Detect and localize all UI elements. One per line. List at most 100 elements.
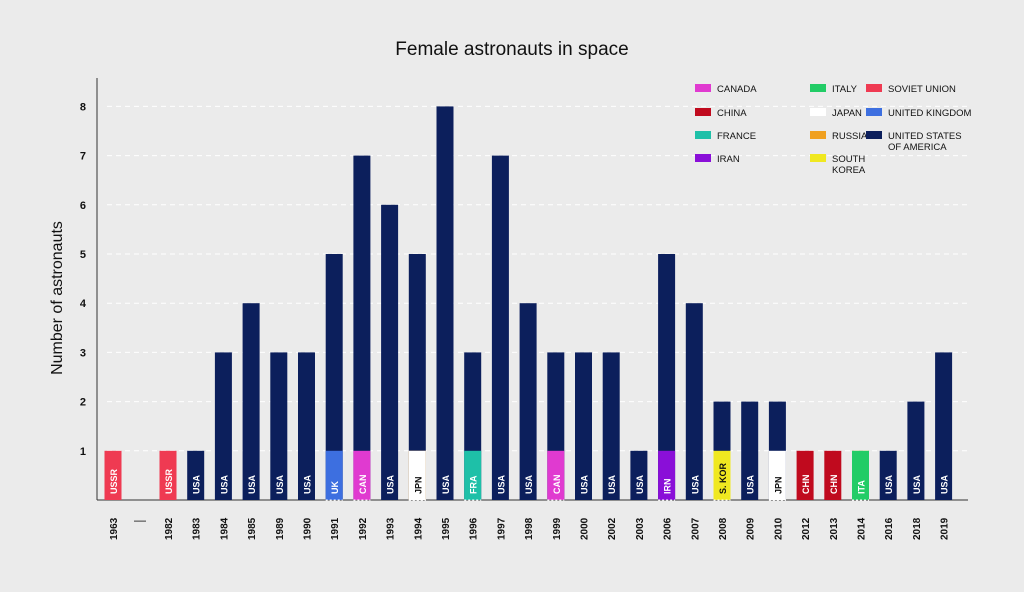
bar-segment-label: ITA [857, 480, 867, 494]
bar-segment-usa [658, 254, 676, 500]
bar-segment-soviet [104, 450, 122, 500]
bar-segment-soviet [159, 450, 177, 500]
x-tick-label: 1995 [441, 517, 452, 540]
legend-label-italy: ITALY [832, 84, 858, 95]
x-tick-label: 1993 [386, 517, 397, 540]
bar-segment-china [824, 450, 842, 500]
bar-segment-label: USA [441, 474, 451, 494]
bar-segment-usa [242, 303, 260, 500]
legend-label-japan: JAPAN [832, 108, 862, 119]
bar-segment-usa [491, 155, 509, 500]
bar-segment-label: CAN [358, 475, 368, 495]
legend-swatch-russia [810, 131, 826, 139]
x-tick-label: 2014 [857, 517, 868, 540]
legend-label-china: CHINA [717, 108, 747, 119]
x-tick-label: 1990 [303, 517, 314, 540]
bar-segment-label: JPN [413, 476, 423, 494]
x-tick-label: 1996 [469, 517, 480, 540]
bar-segment-label: USA [219, 474, 229, 494]
y-tick-label: 2 [80, 397, 86, 409]
y-axis-label: Number of astronauts [49, 221, 66, 375]
bar-segment-canada [547, 450, 565, 500]
legend-label-skorea: SOUTH [832, 154, 865, 165]
legend-label-usa: OF AMERICA [888, 142, 947, 153]
x-tick-label: 2008 [718, 517, 729, 540]
bar-segment-label: USA [275, 474, 285, 494]
bar-segment-label: S. KOR [718, 462, 728, 494]
bar-segment-label: FRA [469, 475, 479, 494]
legend-swatch-iran [695, 154, 711, 162]
bar-segment-japan [768, 450, 786, 500]
legend-label-france: FRANCE [717, 131, 756, 142]
legend-label-soviet: SOVIET UNION [888, 84, 956, 95]
x-tick-label: 1998 [524, 517, 535, 540]
bar-segment-label: JPN [773, 476, 783, 494]
bar-segment-label: USA [386, 474, 396, 494]
legend-label-usa: UNITED STATES [888, 131, 962, 142]
x-tick-label: 1982 [164, 517, 175, 540]
x-tick-label: 2013 [829, 517, 840, 540]
bar-segment-label: USA [940, 474, 950, 494]
x-tick-label: 1983 [192, 517, 203, 540]
bar-segment-usa [298, 352, 315, 500]
x-tick-label: 2000 [580, 517, 591, 540]
x-tick-label: 2007 [690, 517, 701, 540]
x-tick-label: 2002 [607, 517, 618, 540]
legend-label-iran: IRAN [717, 154, 740, 165]
bar-segment-usa [741, 401, 759, 500]
bar-segment-label: USA [496, 474, 506, 494]
bar-segment-usa [408, 254, 426, 500]
legend-swatch-france [695, 131, 711, 139]
bars: USSR USSR USA USA USA USA USA USA UK USA CAN USA USA… [104, 106, 953, 501]
bar-segment-usa [602, 352, 620, 500]
bar-segment-usa [519, 303, 537, 500]
x-tick-label: 2010 [773, 517, 784, 540]
bar-segment-label: CHN [829, 475, 839, 495]
bar-segment-usa [935, 352, 953, 500]
bar-segment-usa [879, 450, 897, 500]
bar-segment-skorea [713, 450, 731, 500]
x-tick-label: 2018 [912, 517, 923, 540]
bar-segment-label: USA [912, 474, 922, 494]
x-tick-label: 1992 [358, 517, 369, 540]
legend-swatch-japan [810, 108, 826, 116]
bar-segment-label: IRN [663, 479, 673, 495]
legend-swatch-uk [866, 108, 882, 116]
bar-segment-usa [270, 352, 288, 500]
bar-segment-japan [408, 450, 426, 500]
x-tick-label: 2019 [940, 517, 951, 540]
bar-segment-label: USA [635, 474, 645, 494]
x-tick-labels: 1963 1982 1983 1984 1985 1989 1990 1991 1992 1993… [109, 513, 951, 540]
bar-segment-label: USA [192, 474, 202, 494]
x-tick-label: 1985 [247, 517, 258, 540]
x-tick-label: 2012 [801, 517, 812, 540]
x-tick-label: 2016 [884, 517, 895, 540]
legend-label-skorea: KOREA [832, 165, 866, 176]
bar-segment-label: USA [524, 474, 534, 494]
bar-segment-label: USA [580, 474, 590, 494]
x-tick-label: 1994 [413, 517, 424, 540]
bar-segment-italy [852, 450, 869, 500]
legend-swatch-usa [866, 131, 882, 139]
x-tick-label: 1999 [552, 517, 563, 540]
axis-break-mark: — [134, 513, 146, 527]
bar-segment-uk [325, 450, 343, 500]
legend-label-russia: RUSSIA [832, 131, 868, 142]
bar-segment-usa [353, 155, 371, 500]
x-tick-label: 1997 [496, 517, 507, 540]
bar-segment-label: USA [247, 474, 257, 494]
bar-segment-label: USA [607, 474, 617, 494]
bar-segment-usa [575, 352, 592, 500]
bar-segment-usa [685, 303, 703, 500]
bar-segment-label: CHN [801, 475, 811, 495]
y-tick-label: 1 [80, 446, 86, 458]
bar-segment-label: UK [330, 481, 340, 494]
bar-segment-label: USA [884, 474, 894, 494]
x-tick-label: 2006 [663, 517, 674, 540]
x-tick-label: 2009 [746, 517, 757, 540]
legend-swatch-canada [695, 84, 711, 92]
bar-segment-label: USA [303, 474, 313, 494]
bar-segment-usa [325, 254, 343, 500]
